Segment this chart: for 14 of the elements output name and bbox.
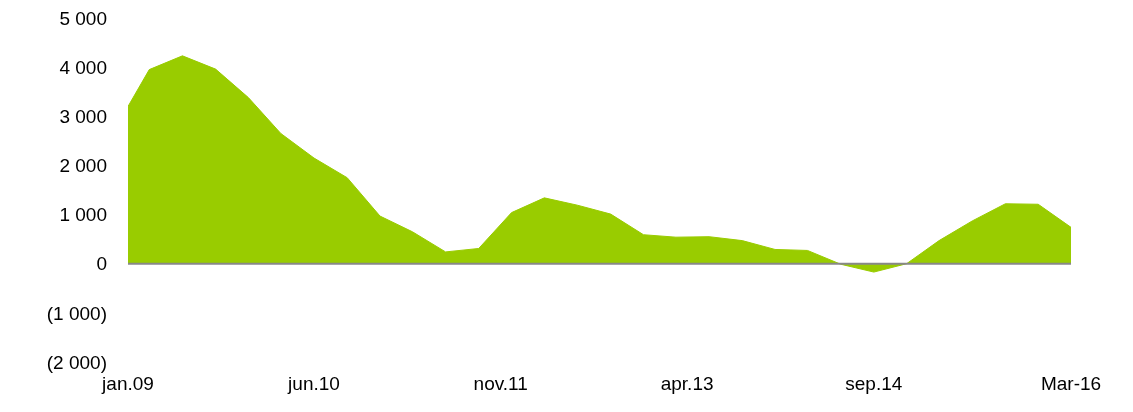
y-tick-label: 2 000 [59, 155, 107, 177]
x-tick-label: sep.14 [845, 373, 903, 394]
x-tick-label: nov.11 [473, 373, 528, 394]
y-tick-label: 4 000 [59, 56, 107, 78]
x-tick-label: jun.10 [287, 373, 340, 394]
y-tick-label: 1 000 [59, 204, 107, 226]
x-tick-label: jan.09 [101, 373, 154, 394]
y-tick-label: 3 000 [59, 105, 107, 127]
x-tick-label: apr.13 [660, 373, 714, 394]
y-tick-label: (1 000) [46, 302, 107, 324]
y-tick-label: 0 [96, 253, 107, 275]
y-tick-label: (2 000) [46, 351, 107, 373]
y-tick-label: 5 000 [59, 7, 107, 29]
x-tick-label: Mar-16 [1040, 373, 1102, 394]
